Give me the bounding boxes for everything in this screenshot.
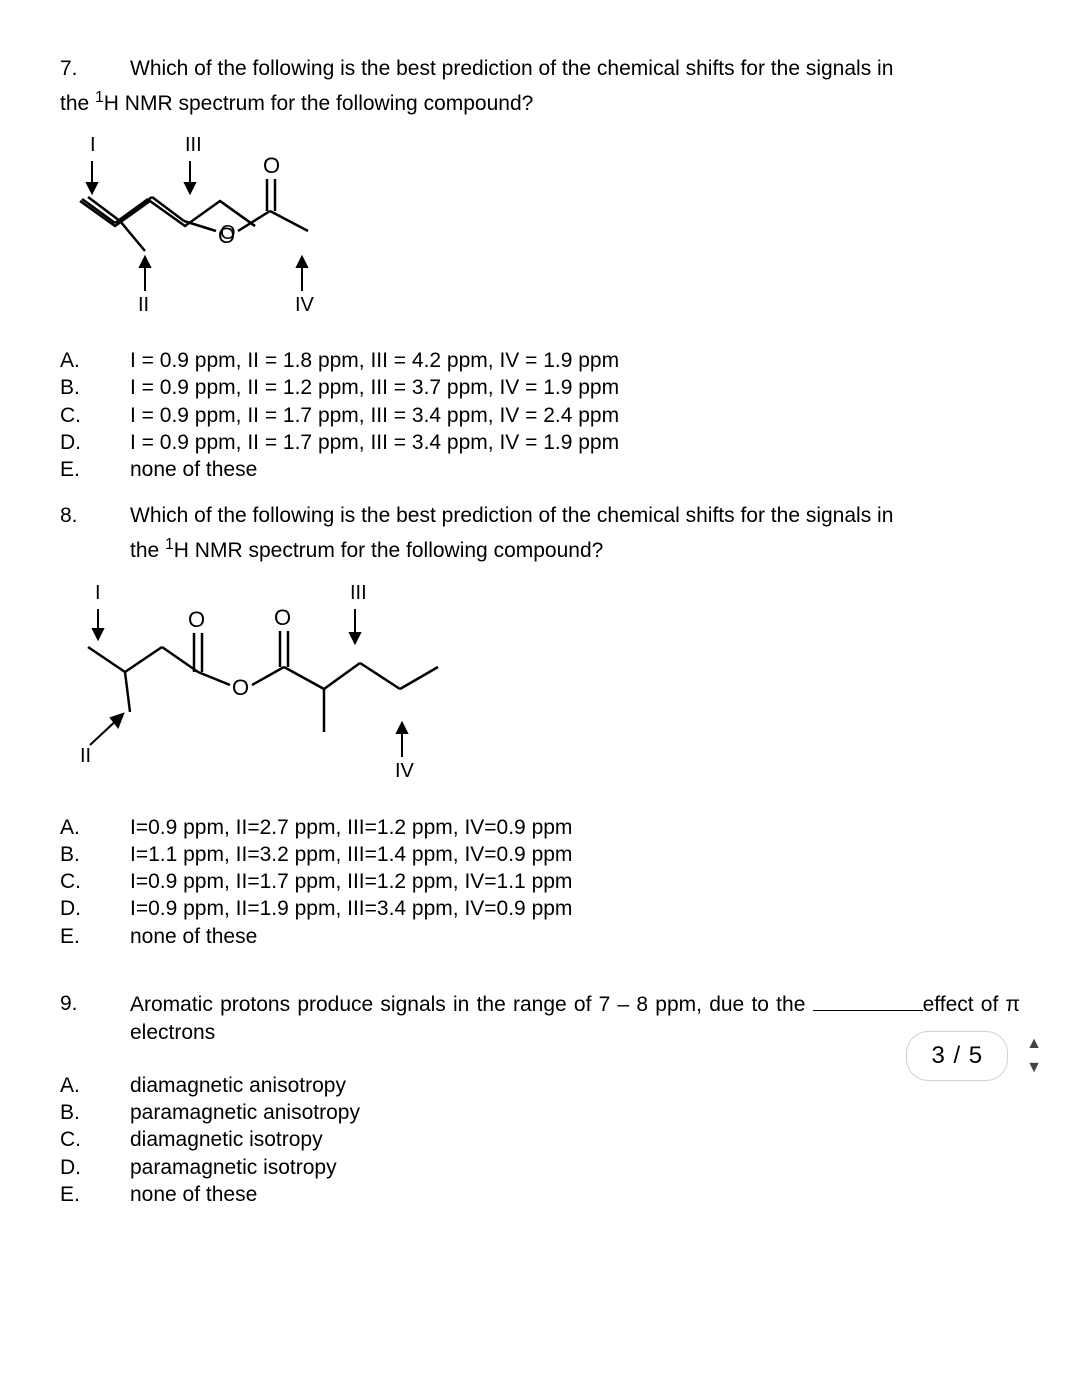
page-down-icon[interactable]: ▼	[1026, 1059, 1042, 1077]
svg-text:I: I	[95, 582, 101, 604]
question-7: 7. Which of the following is the best pr…	[60, 55, 1020, 83]
q8-option-E: E. none of these	[60, 923, 1020, 950]
label-II: II	[138, 294, 149, 316]
q7-option-E: E. none of these	[60, 456, 1020, 483]
q9-number: 9.	[60, 990, 130, 1048]
q9-options: A. diamagnetic anisotropy B. paramagneti…	[60, 1072, 1020, 1208]
q9-option-C: C. diamagnetic isotropy	[60, 1126, 1020, 1153]
svg-text:IV: IV	[395, 760, 415, 782]
svg-text:II: II	[80, 745, 91, 767]
q7-option-D: D. I = 0.9 ppm, II = 1.7 ppm, III = 3.4 …	[60, 429, 1020, 456]
svg-text:O: O	[274, 605, 291, 630]
svg-text:O: O	[263, 153, 280, 178]
q8-number: 8.	[60, 502, 130, 530]
page-indicator[interactable]: 3 / 5	[906, 1031, 1008, 1081]
q9-option-E: E. none of these	[60, 1181, 1020, 1208]
label-III: III	[185, 134, 202, 156]
svg-text:O: O	[218, 223, 235, 248]
q7-text-line2: the 1H NMR spectrum for the following co…	[60, 87, 1020, 118]
q8-options: A. I=0.9 ppm, II=2.7 ppm, III=1.2 ppm, I…	[60, 814, 1020, 950]
q8-structure: I III II IV	[70, 577, 1020, 795]
q8-option-D: D. I=0.9 ppm, II=1.9 ppm, III=3.4 ppm, I…	[60, 895, 1020, 922]
svg-text:O: O	[232, 675, 249, 700]
q8-text-line2: the 1H NMR spectrum for the following co…	[130, 534, 1020, 565]
q7-text-line1: Which of the following is the best predi…	[130, 55, 1020, 83]
q8-option-B: B. I=1.1 ppm, II=3.2 ppm, III=1.4 ppm, I…	[60, 841, 1020, 868]
q9-option-A: A. diamagnetic anisotropy	[60, 1072, 1020, 1099]
q7-option-B: B. I = 0.9 ppm, II = 1.2 ppm, III = 3.7 …	[60, 374, 1020, 401]
svg-text:O: O	[188, 607, 205, 632]
q7-structure: I III II IV O	[70, 131, 1020, 329]
q8-text-line1: Which of the following is the best predi…	[130, 502, 1020, 530]
label-I: I	[90, 134, 96, 156]
q7-number: 7.	[60, 55, 130, 83]
question-8: 8. Which of the following is the best pr…	[60, 502, 1020, 530]
q9-option-B: B. paramagnetic anisotropy	[60, 1099, 1020, 1126]
q9-text: Aromatic protons produce signals in the …	[130, 990, 1020, 1048]
q8-option-C: C. I=0.9 ppm, II=1.7 ppm, III=1.2 ppm, I…	[60, 868, 1020, 895]
q7-option-A: A. I = 0.9 ppm, II = 1.8 ppm, III = 4.2 …	[60, 347, 1020, 374]
label-IV: IV	[295, 294, 315, 316]
question-9: 9. Aromatic protons produce signals in t…	[60, 990, 1020, 1048]
page-up-icon[interactable]: ▲	[1026, 1035, 1042, 1053]
q7-option-C: C. I = 0.9 ppm, II = 1.7 ppm, III = 3.4 …	[60, 402, 1020, 429]
q9-option-D: D. paramagnetic isotropy	[60, 1154, 1020, 1181]
page-navigator: 3 / 5 ▲ ▼	[906, 1031, 1042, 1081]
q8-option-A: A. I=0.9 ppm, II=2.7 ppm, III=1.2 ppm, I…	[60, 814, 1020, 841]
q7-options: A. I = 0.9 ppm, II = 1.8 ppm, III = 4.2 …	[60, 347, 1020, 483]
svg-text:III: III	[350, 582, 367, 604]
blank-fill	[813, 990, 923, 1011]
